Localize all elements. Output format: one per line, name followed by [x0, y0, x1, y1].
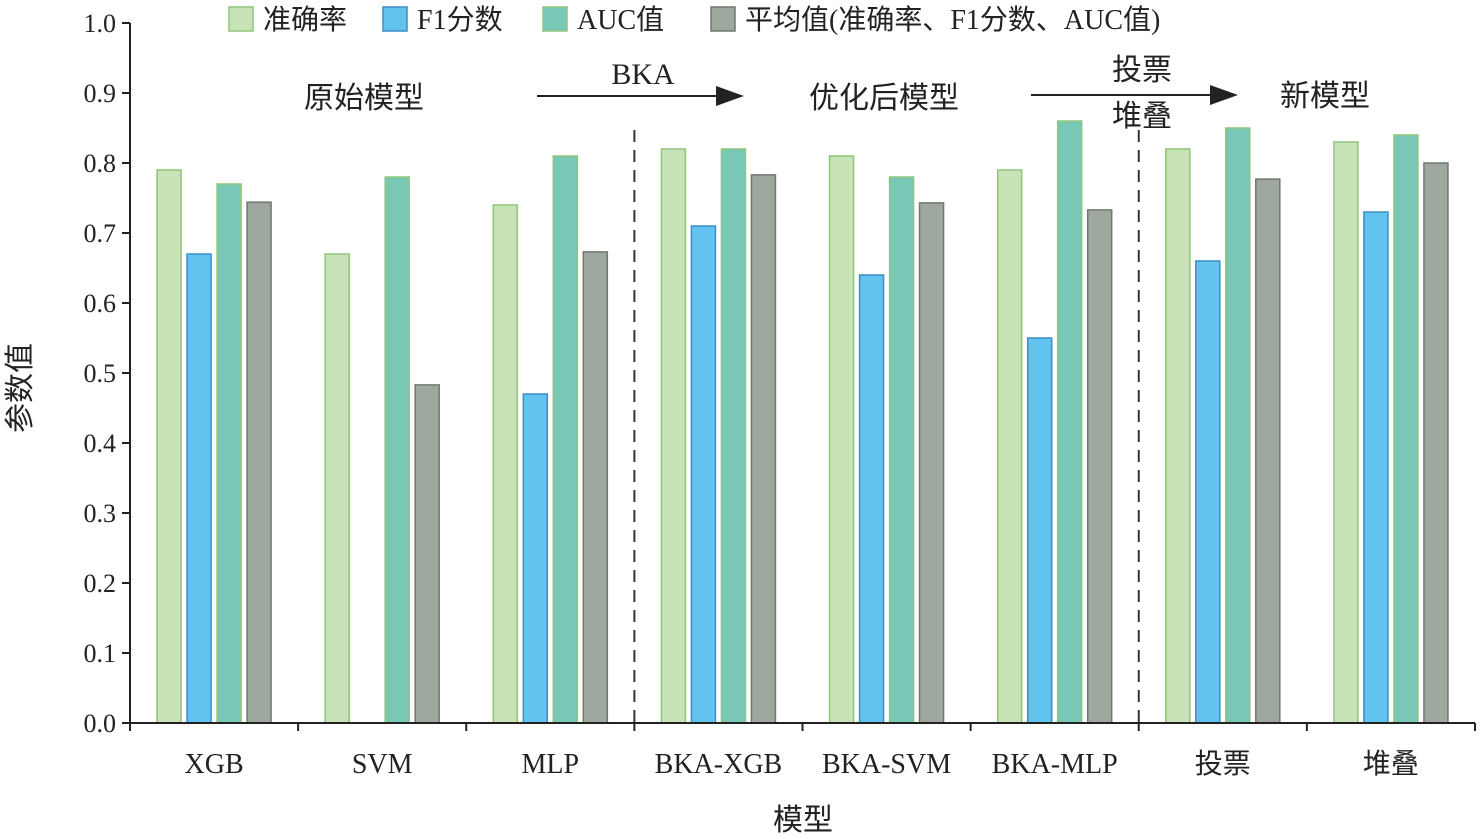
y-axis-title: 参数值: [4, 343, 37, 433]
bar: [690, 225, 717, 724]
y-tick-label: 0.3: [84, 499, 117, 528]
bar: [1423, 162, 1449, 724]
legend-swatch: [542, 6, 568, 32]
bar: [1393, 134, 1419, 724]
bar: [996, 169, 1023, 724]
annotations: 原始模型 BKA 优化后模型 投票 堆叠 新模型: [304, 54, 1370, 133]
legend-label: F1分数: [417, 4, 503, 36]
x-tick-label: SVM: [352, 749, 413, 780]
bar: [384, 176, 410, 724]
legend-swatch: [382, 6, 408, 32]
bar: [552, 155, 579, 724]
y-tick-label: 0.4: [84, 429, 117, 458]
legend-label: 准确率: [263, 4, 347, 36]
y-tick-label: 0.7: [84, 219, 117, 248]
bar: [1056, 120, 1083, 724]
bar: [1255, 178, 1281, 724]
y-tick-label: 0.0: [84, 709, 117, 738]
x-tick-label: XGB: [185, 749, 244, 780]
bars: [156, 120, 1449, 724]
annotation-original-models: 原始模型: [304, 82, 424, 115]
y-tick-label: 0.8: [84, 149, 117, 178]
bar: [324, 253, 350, 724]
x-tick-label: BKA-SVM: [822, 749, 951, 780]
bar: [858, 274, 885, 724]
x-tick-label: MLP: [522, 749, 580, 780]
y-tick-label: 0.9: [84, 79, 117, 108]
legend-swatch: [228, 6, 254, 32]
bar: [918, 202, 945, 724]
bar: [1225, 127, 1251, 724]
bar: [492, 204, 519, 724]
y-ticks: 0.0 0.1 0.2 0.3 0.4 0.5 0.6 0.7 0.8 0.9 1.0: [84, 9, 130, 738]
bar: [1165, 148, 1191, 724]
bar: [414, 384, 440, 724]
bar: [1363, 211, 1389, 724]
bar: [1333, 141, 1359, 724]
y-tick-label: 0.6: [84, 289, 117, 318]
annotation-bka-label: BKA: [611, 58, 675, 91]
bar: [888, 176, 915, 724]
annotation-stack-label: 堆叠: [1112, 100, 1172, 133]
bar: [660, 148, 687, 724]
bar: [246, 201, 272, 724]
annotation-vote-label: 投票: [1112, 54, 1172, 87]
bar: [1026, 337, 1053, 724]
x-tick-label: 投票: [1195, 748, 1251, 780]
x-tick-label: 堆叠: [1363, 748, 1419, 780]
legend-swatch: [710, 6, 736, 32]
y-tick-label: 1.0: [84, 9, 117, 38]
annotation-new-models: 新模型: [1280, 80, 1370, 113]
bar: [828, 155, 855, 724]
annotation-optimized-models: 优化后模型: [809, 82, 959, 115]
bar: [582, 251, 609, 724]
legend-label: 平均值(准确率、F1分数、AUC值): [745, 4, 1160, 36]
bar: [1086, 209, 1113, 724]
bar: [216, 183, 242, 724]
axes: 0.0 0.1 0.2 0.3 0.4 0.5 0.6 0.7 0.8 0.9 1.0 XGB SVM…: [84, 9, 1476, 780]
x-ticks: XGB SVM MLP BKA-XGB BKA-SVM BKA-MLP 投票 堆叠: [129, 723, 1476, 780]
bar: [186, 253, 212, 724]
y-tick-label: 0.5: [84, 359, 117, 388]
legend: 准确率 F1分数 AUC值 平均值(准确率、F1分数、AUC值): [228, 4, 1160, 36]
y-tick-label: 0.1: [84, 639, 117, 668]
legend-label: AUC值: [577, 4, 664, 36]
x-tick-label: BKA-MLP: [992, 749, 1118, 780]
bar: [750, 174, 777, 724]
y-tick-label: 0.2: [84, 569, 117, 598]
bar: [1195, 260, 1221, 724]
x-axis-title: 模型: [773, 804, 833, 837]
bar: [522, 393, 549, 724]
bar: [156, 169, 182, 724]
x-tick-label: BKA-XGB: [655, 749, 783, 780]
bar: [720, 148, 747, 724]
